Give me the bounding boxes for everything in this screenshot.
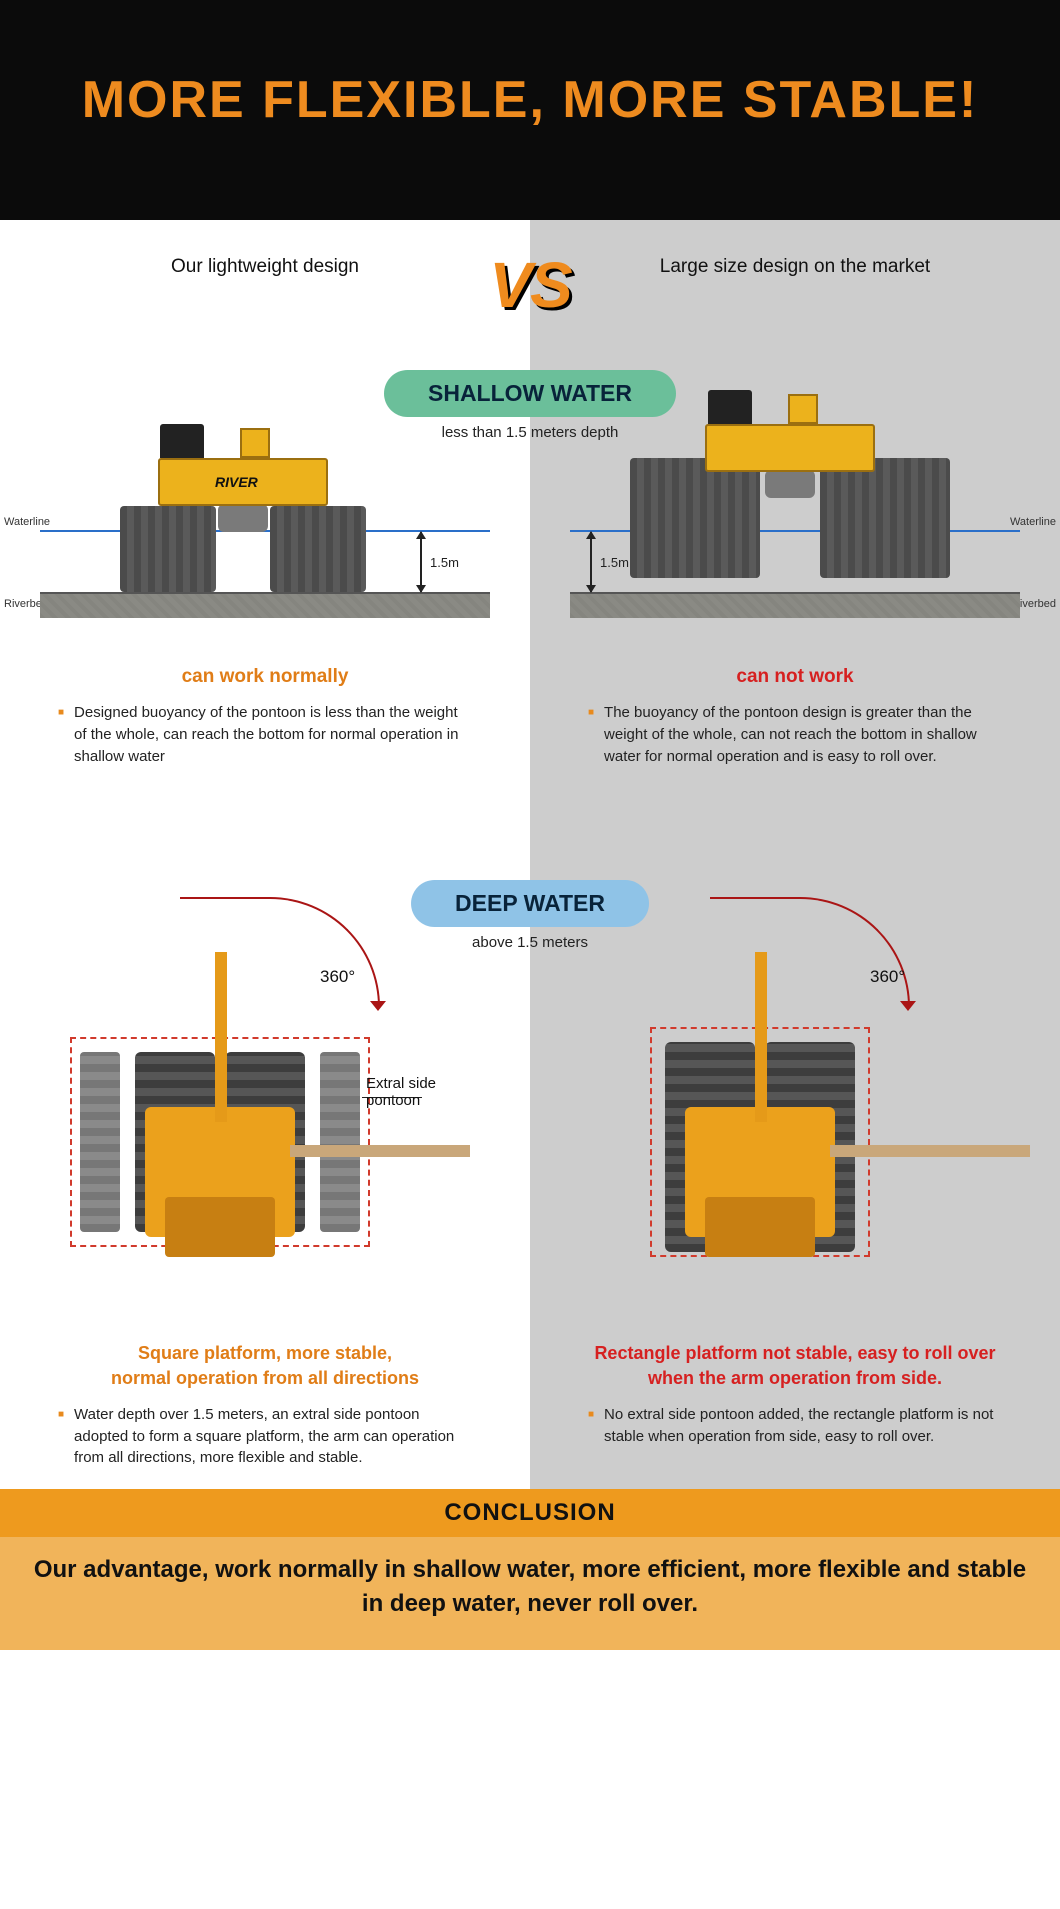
- depth-arrow: [590, 532, 592, 592]
- excavator-counterweight: [705, 1197, 815, 1257]
- excavator-counterweight: [165, 1197, 275, 1257]
- shallow-left-desc-text: Designed buoyancy of the pontoon is less…: [74, 702, 472, 767]
- shallow-right-diagram: Waterline Riverbed 1.5m: [570, 418, 1020, 618]
- pontoon-left-large: [630, 458, 760, 578]
- excavator-top: [788, 394, 818, 424]
- left-subtitle: Our lightweight design: [40, 256, 490, 278]
- comparison-area: VS SHALLOW WATER less than 1.5 meters de…: [0, 220, 1060, 1489]
- vs-label: VS: [489, 248, 570, 322]
- riverbed: [40, 592, 490, 618]
- deep-left-subhead: Square platform, more stable, normal ope…: [40, 1341, 490, 1390]
- waterline-label: Waterline: [1010, 516, 1056, 528]
- turret: [765, 470, 815, 498]
- deep-right-diagram-row: 360°: [570, 897, 1020, 1337]
- shallow-left-diagram: Waterline Riverbed RIVER 1.5m: [40, 418, 490, 618]
- deep-left-diagram: 360° Extral side pontoon: [40, 897, 490, 1277]
- waterline-label: Waterline: [4, 516, 50, 528]
- deep-right-desc: No extral side pontoon added, the rectan…: [570, 1404, 1020, 1448]
- pontoon-left: [120, 506, 216, 592]
- excavator-top: [240, 428, 270, 458]
- deep-right-subhead: Rectangle platform not stable, easy to r…: [570, 1341, 1020, 1390]
- side-pontoon-right: [320, 1052, 360, 1232]
- header-title: MORE FLEXIBLE, MORE STABLE!: [20, 70, 1040, 130]
- degree-label: 360°: [320, 967, 355, 987]
- rotation-arc: [710, 897, 910, 1007]
- shallow-left-desc: Designed buoyancy of the pontoon is less…: [40, 702, 490, 767]
- excavator-arm-side: [830, 1145, 1030, 1157]
- shallow-right-desc: The buoyancy of the pontoon design is gr…: [570, 702, 1020, 767]
- deep-right-diagram: 360°: [570, 897, 1020, 1277]
- side-pontoon-left: [80, 1052, 120, 1232]
- conclusion-title: CONCLUSION: [0, 1489, 1060, 1537]
- infographic-page: MORE FLEXIBLE, MORE STABLE! VS SHALLOW W…: [0, 0, 1060, 1650]
- excavator-body: [705, 424, 875, 472]
- rotation-arc: [180, 897, 380, 1007]
- depth-label: 1.5m: [600, 555, 629, 570]
- header: MORE FLEXIBLE, MORE STABLE!: [0, 0, 1060, 220]
- shallow-left-status: can work normally: [40, 666, 490, 688]
- depth-label: 1.5m: [430, 555, 459, 570]
- excavator-arm-up: [215, 952, 227, 1122]
- excavator-cab: [160, 424, 204, 458]
- excavator-arm-side: [290, 1145, 470, 1157]
- degree-label: 360°: [870, 967, 905, 987]
- pontoon-right-large: [820, 458, 950, 578]
- shallow-water-pill: SHALLOW WATER: [384, 370, 676, 417]
- right-subtitle: Large size design on the market: [570, 256, 1020, 278]
- excavator-cab: [708, 390, 752, 424]
- deep-right-desc-text: No extral side pontoon added, the rectan…: [604, 1404, 1002, 1448]
- deep-left-diagram-row: 360° Extral side pontoon: [40, 897, 490, 1337]
- riverbed: [570, 592, 1020, 618]
- shallow-left-diagram-row: Waterline Riverbed RIVER 1.5m: [40, 418, 490, 658]
- shallow-right-status: can not work: [570, 666, 1020, 688]
- shallow-right-diagram-row: Waterline Riverbed 1.5m: [570, 418, 1020, 658]
- deep-water-pill: DEEP WATER: [411, 880, 649, 927]
- pontoon-right: [270, 506, 366, 592]
- shallow-water-sub: less than 1.5 meters depth: [442, 424, 619, 441]
- deep-water-sub: above 1.5 meters: [472, 934, 588, 951]
- depth-arrow: [420, 532, 422, 592]
- shallow-right-desc-text: The buoyancy of the pontoon design is gr…: [604, 702, 1002, 767]
- deep-left-desc: Water depth over 1.5 meters, an extral s…: [40, 1404, 490, 1469]
- conclusion-body: Our advantage, work normally in shallow …: [0, 1537, 1060, 1650]
- excavator-arm-up: [755, 952, 767, 1122]
- turret: [218, 504, 268, 532]
- deep-left-desc-text: Water depth over 1.5 meters, an extral s…: [74, 1404, 472, 1469]
- callout-text: Extral side pontoon: [366, 1075, 490, 1109]
- brand-label: RIVER: [215, 474, 258, 490]
